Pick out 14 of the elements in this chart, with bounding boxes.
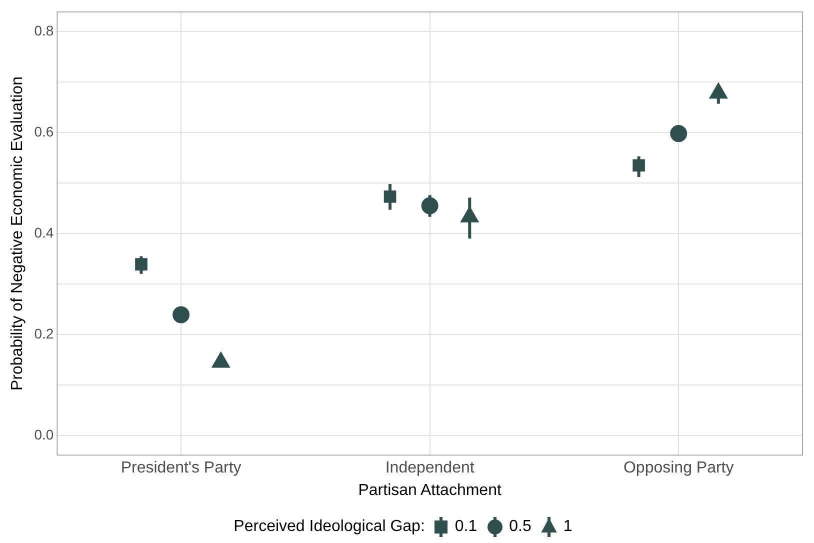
legend-label: 1 (563, 518, 572, 536)
y-tick-label: 0.6 (34, 123, 54, 140)
x-tick-label: President's Party (120, 460, 242, 477)
legend-label: 0.5 (509, 518, 532, 536)
y-tick-label: 0.8 (34, 22, 54, 38)
x-axis-title: Partisan Attachment (358, 482, 502, 499)
x-tick-label: Independent (385, 460, 475, 477)
y-axis-title: Probability of Negative Economic Evaluation (9, 76, 26, 390)
legend-label: 0.1 (454, 518, 478, 536)
y-tick-label: 0.2 (34, 325, 54, 342)
x-tick-label: Opposing Party (623, 460, 734, 477)
legend-title: Perceived Ideological Gap: (234, 518, 425, 536)
y-tick-label: 0.0 (34, 426, 54, 442)
y-tick-label: 0.4 (34, 224, 54, 240)
